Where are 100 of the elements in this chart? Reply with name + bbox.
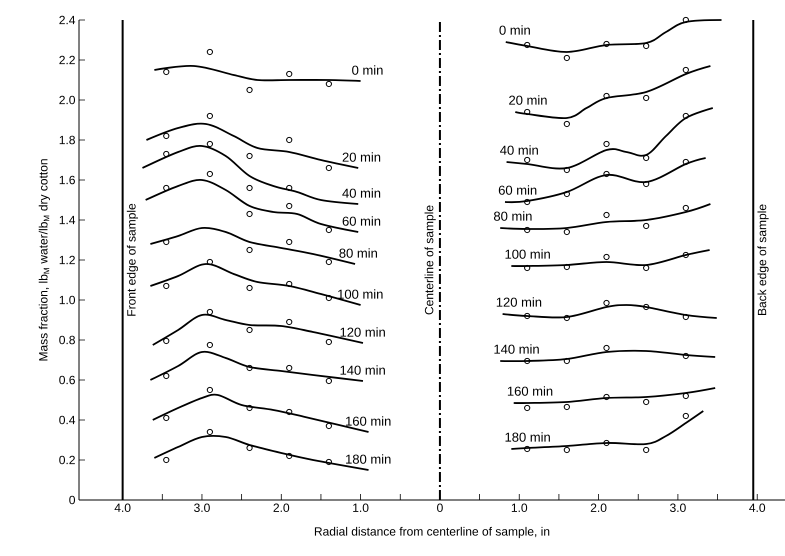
point	[206, 342, 213, 348]
y-tick-label: 2.0	[59, 96, 76, 104]
point	[326, 226, 332, 234]
series-label: 60 min	[498, 185, 536, 195]
series-label: 180 min	[346, 454, 390, 464]
point	[524, 42, 530, 48]
y-tick-label: 1.8	[60, 136, 75, 144]
series-label: 60 min	[342, 216, 380, 226]
series-label: 80 min	[339, 248, 377, 258]
point	[682, 158, 689, 166]
y-tick-label: 0.8	[59, 336, 75, 344]
y-tick-label: 0.4	[59, 416, 76, 424]
point	[603, 254, 610, 260]
series-label: 20 min	[342, 152, 380, 162]
point	[206, 48, 213, 56]
line-series	[150, 350, 364, 382]
point	[524, 264, 530, 272]
y-axis-title: Mass fraction, lb$_{M}$ water/lb$_{M}$ dry cotton	[38, 159, 50, 361]
point	[163, 132, 170, 140]
y-tick-label: 0.6	[59, 376, 75, 384]
point	[246, 284, 253, 292]
point	[643, 398, 650, 406]
point	[246, 364, 253, 372]
x-tick-label: 1.0	[512, 504, 528, 512]
point	[643, 154, 650, 162]
point	[163, 184, 170, 192]
point	[163, 68, 170, 76]
series-label: 120 min	[496, 297, 542, 307]
series-label: 40 min	[500, 145, 538, 155]
x-tick-label: 3.0	[670, 504, 686, 512]
point	[163, 456, 170, 464]
point	[564, 166, 570, 174]
y-tick-label: 1.4	[60, 216, 76, 224]
point	[603, 344, 610, 352]
x-axis-title: Radial distance from centerline of sample, in	[314, 526, 550, 538]
y-tick-label: 2.4	[59, 16, 76, 24]
x-tick-label: 0	[437, 504, 443, 512]
point	[206, 140, 213, 148]
point	[564, 190, 570, 198]
point	[564, 446, 570, 454]
point	[682, 252, 689, 258]
point	[246, 326, 253, 334]
point	[643, 264, 650, 272]
point	[564, 314, 570, 322]
point	[286, 238, 292, 246]
point	[326, 458, 332, 466]
point	[246, 184, 253, 192]
point	[524, 312, 530, 320]
point	[286, 318, 292, 326]
point	[603, 394, 610, 400]
x-tick-label: 4.0	[114, 504, 131, 512]
series-label: 20 min	[509, 95, 547, 105]
point	[326, 338, 332, 346]
point	[286, 202, 292, 210]
point	[564, 264, 570, 270]
point	[564, 120, 570, 128]
point	[603, 300, 610, 306]
line-series	[150, 263, 362, 306]
x-tick-label: 4.0	[749, 504, 766, 512]
series-label: 0 min	[352, 65, 383, 75]
point	[326, 258, 332, 266]
point	[643, 180, 650, 188]
point	[286, 408, 292, 416]
point	[682, 314, 689, 320]
point	[524, 358, 530, 364]
x-tick-label: 2.0	[274, 504, 290, 512]
point	[682, 352, 689, 360]
point	[206, 258, 213, 266]
point	[524, 404, 530, 412]
point	[603, 40, 610, 48]
y-tick-label: 2.2	[59, 56, 75, 64]
line-series	[150, 226, 356, 265]
point	[682, 16, 689, 24]
point	[564, 54, 570, 62]
point	[246, 86, 253, 94]
y-tick-label: 1.2	[60, 256, 75, 264]
point	[643, 222, 650, 230]
point	[163, 372, 170, 380]
point	[286, 184, 292, 192]
point	[206, 386, 213, 394]
x-tick-label: 1.0	[353, 504, 368, 512]
ref-line-label: Back edge of sample	[757, 204, 769, 316]
series-label: 160 min	[508, 386, 552, 396]
point	[326, 378, 332, 384]
series-label: 180 min	[506, 432, 550, 442]
ref-line-label: Front edge of sample	[126, 204, 138, 316]
point	[682, 204, 689, 212]
point	[643, 94, 650, 102]
series-label: 0 min	[499, 25, 530, 35]
line-series	[146, 122, 360, 169]
point	[603, 212, 610, 218]
line-series	[504, 19, 722, 53]
point	[603, 440, 610, 446]
series-label: 140 min	[340, 365, 385, 375]
point	[524, 198, 530, 206]
line-series	[144, 179, 360, 233]
y-tick-label: 0	[69, 496, 76, 504]
point	[524, 226, 530, 234]
series-label: 80 min	[494, 211, 532, 221]
point	[326, 80, 332, 88]
